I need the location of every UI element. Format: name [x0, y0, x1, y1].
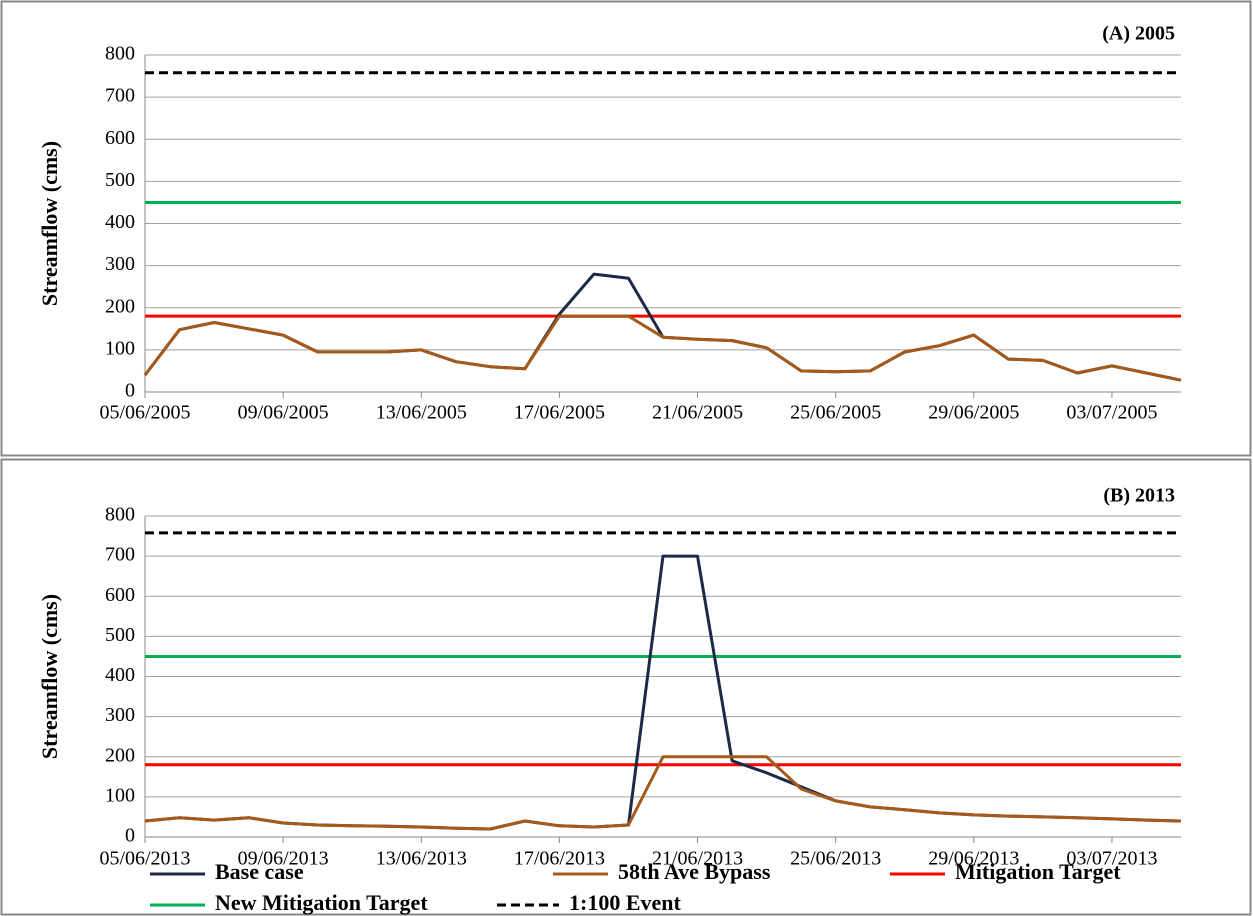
legend-label: 1:100 Event	[569, 890, 682, 915]
y-tick-label: 200	[105, 744, 135, 766]
chart-title: (B) 2013	[1103, 485, 1175, 507]
x-tick-label: 03/07/2013	[1066, 848, 1157, 870]
y-tick-label: 800	[105, 504, 135, 526]
y-tick-label: 400	[105, 664, 135, 686]
x-tick-label: 21/06/2013	[652, 848, 743, 870]
y-tick-label: 0	[125, 380, 135, 402]
panel-border	[0, 458, 1252, 916]
legend-label: 58th Ave Bypass	[618, 859, 771, 884]
x-tick-label: 21/06/2005	[652, 402, 743, 424]
x-tick-label: 09/06/2005	[238, 402, 329, 424]
x-tick-label: 17/06/2013	[514, 848, 605, 870]
y-tick-label: 0	[125, 825, 135, 847]
chart-title: (A) 2005	[1102, 23, 1175, 45]
y-tick-label: 100	[105, 784, 135, 806]
y-tick-label: 100	[105, 337, 135, 359]
x-tick-label: 25/06/2005	[790, 402, 881, 424]
y-tick-label: 300	[105, 704, 135, 726]
x-tick-label: 13/06/2005	[376, 402, 467, 424]
series-line	[143, 314, 1182, 382]
x-tick-label: 25/06/2013	[790, 848, 881, 870]
x-tick-label: 29/06/2013	[928, 848, 1019, 870]
legend-label: Base case	[215, 859, 304, 884]
y-tick-label: 700	[105, 85, 135, 107]
x-tick-label: 05/06/2013	[99, 848, 190, 870]
y-tick-label: 600	[105, 127, 135, 149]
x-tick-label: 03/07/2005	[1066, 402, 1157, 424]
y-tick-label: 700	[105, 544, 135, 566]
x-tick-label: 17/06/2005	[514, 402, 605, 424]
y-axis-label: Streamflow (cms)	[37, 594, 62, 759]
y-tick-label: 800	[105, 43, 135, 65]
series-line	[144, 755, 1182, 831]
y-tick-label: 600	[105, 584, 135, 606]
x-tick-label: 09/06/2013	[238, 848, 329, 870]
x-tick-label: 29/06/2005	[928, 402, 1019, 424]
y-axis-label: Streamflow (cms)	[37, 141, 62, 306]
y-tick-label: 300	[105, 253, 135, 275]
legend-label: Mitigation Target	[955, 859, 1121, 884]
y-tick-label: 200	[105, 295, 135, 317]
x-tick-label: 05/06/2005	[99, 402, 190, 424]
legend-label: New Mitigation Target	[215, 890, 428, 915]
panel-border	[0, 0, 1252, 457]
x-tick-label: 13/06/2013	[376, 848, 467, 870]
series-line	[143, 272, 1182, 382]
y-tick-label: 500	[105, 169, 135, 191]
y-tick-label: 400	[105, 211, 135, 233]
series-line	[144, 554, 1182, 831]
y-tick-label: 500	[105, 624, 135, 646]
